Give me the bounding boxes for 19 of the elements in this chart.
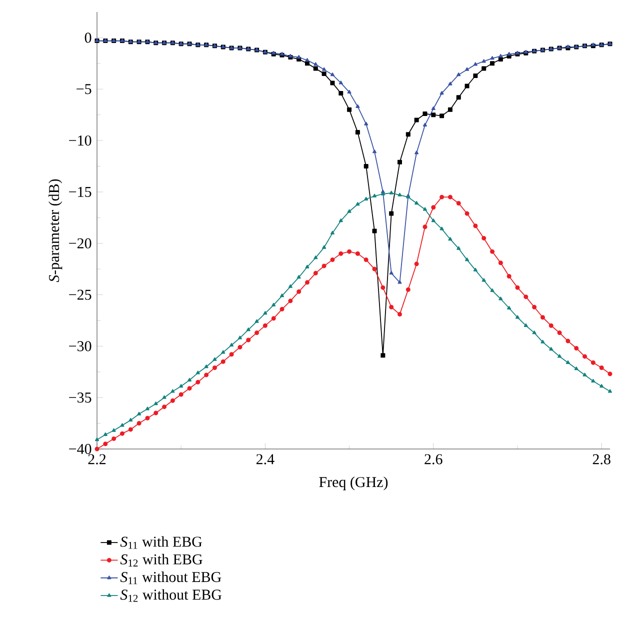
legend-label: S$_{12}$ without EBG [120, 589, 222, 602]
x-axis-title: Freq (GHz) [319, 476, 388, 490]
y-tick-label: −15 [69, 186, 92, 197]
legend-label: S$_{12}$ with EBG [120, 554, 202, 566]
y-tick-label: −20 [69, 238, 92, 248]
y-tick-label: −25 [69, 290, 92, 300]
x-tick-label: 2.4 [256, 454, 274, 464]
x-tick-label: 2.8 [592, 454, 610, 464]
x-tick-label: 2.2 [88, 454, 106, 464]
y-tick-label: −5 [76, 84, 92, 94]
y-tick-label: −10 [69, 135, 92, 146]
legend-label: S$_{11}$ without EBG [120, 572, 222, 584]
y-tick-label: −30 [69, 341, 92, 352]
y-tick-label: −35 [69, 392, 92, 403]
y-tick-label: 0 [84, 32, 92, 43]
legend-label: S$_{11}$ with EBG [120, 536, 202, 549]
y-axis-title: S-parameter (dB) [48, 179, 62, 282]
x-tick-label: 2.6 [424, 454, 442, 464]
y-tick-label: −40 [69, 444, 92, 454]
